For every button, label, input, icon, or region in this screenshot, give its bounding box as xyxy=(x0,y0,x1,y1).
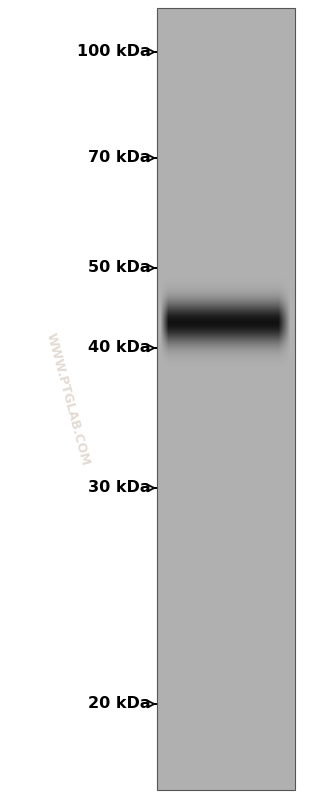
Text: 20 kDa: 20 kDa xyxy=(88,697,151,711)
Text: 70 kDa: 70 kDa xyxy=(88,150,151,165)
Text: WWW.PTGLAB.COM: WWW.PTGLAB.COM xyxy=(44,332,92,467)
Text: 100 kDa: 100 kDa xyxy=(77,45,151,59)
Text: 50 kDa: 50 kDa xyxy=(88,260,151,276)
Text: 40 kDa: 40 kDa xyxy=(88,340,151,356)
Text: 30 kDa: 30 kDa xyxy=(88,480,151,495)
Bar xyxy=(157,8,295,790)
